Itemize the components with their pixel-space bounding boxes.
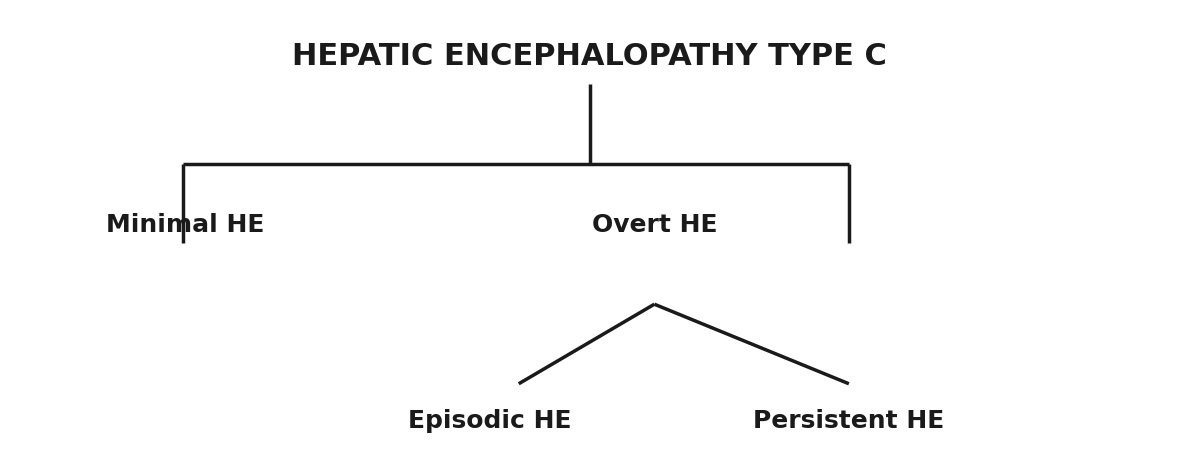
Text: Episodic HE: Episodic HE <box>408 409 571 433</box>
Text: Overt HE: Overt HE <box>592 212 717 237</box>
Text: HEPATIC ENCEPHALOPATHY TYPE C: HEPATIC ENCEPHALOPATHY TYPE C <box>292 42 887 71</box>
Text: Minimal HE: Minimal HE <box>106 212 264 237</box>
Text: Persistent HE: Persistent HE <box>753 409 944 433</box>
